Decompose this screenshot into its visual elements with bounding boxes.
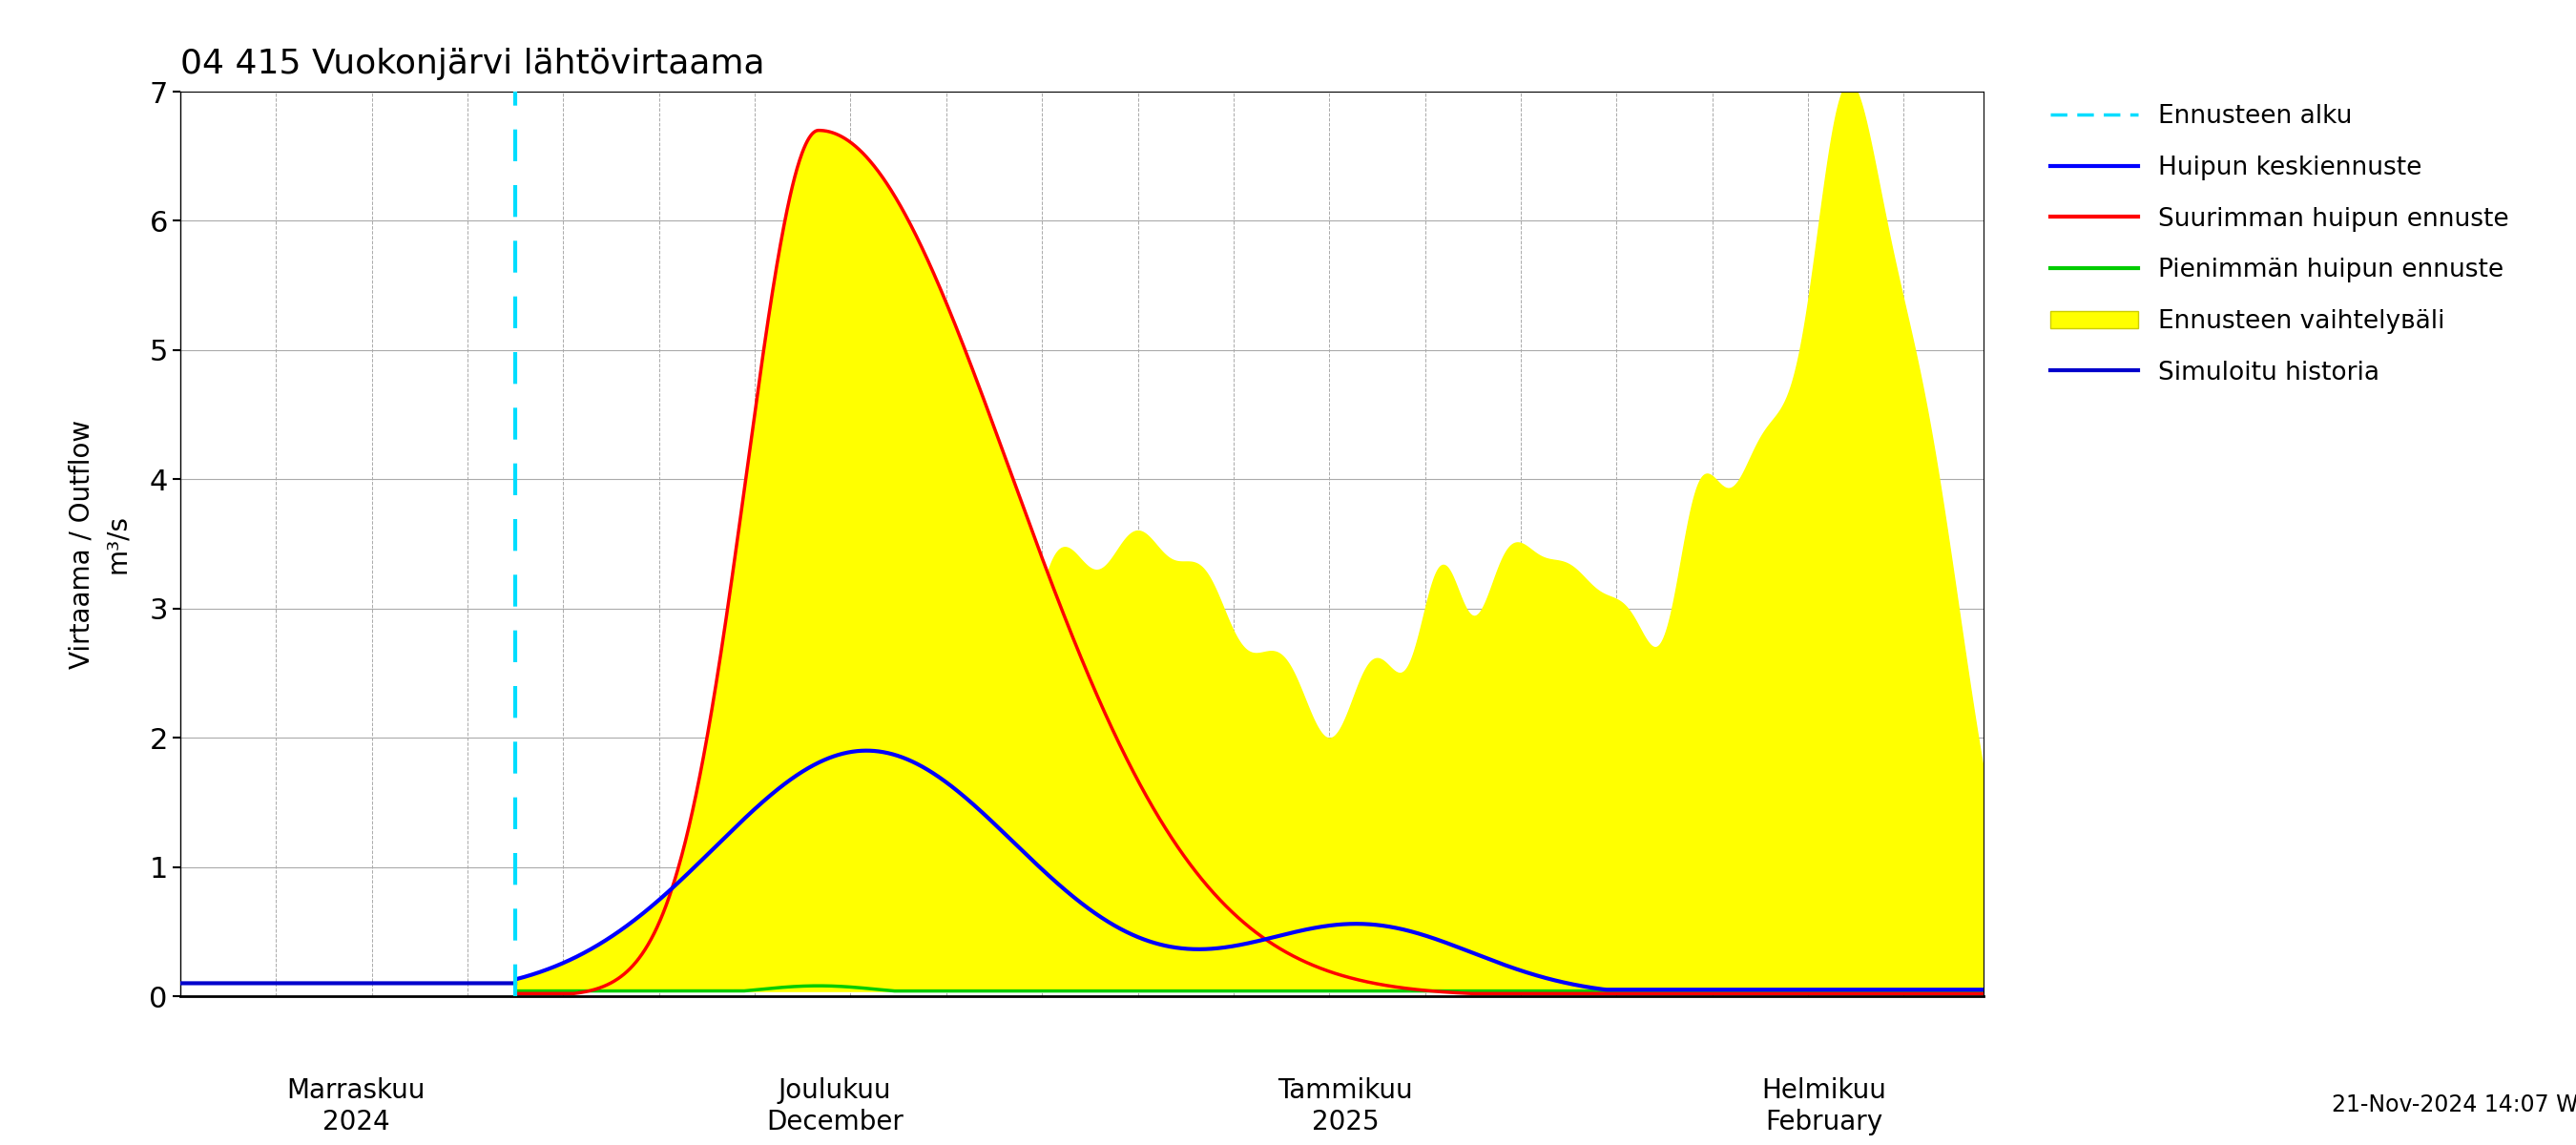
Text: Tammikuu
2025: Tammikuu 2025	[1278, 1077, 1412, 1135]
Legend: Ennusteen alku, Huipun keskiennuste, Suurimman huipun ennuste, Pienimmän huipun : Ennusteen alku, Huipun keskiennuste, Suu…	[2050, 104, 2509, 385]
Text: m³/s: m³/s	[103, 514, 131, 574]
Text: Joulukuu
December: Joulukuu December	[765, 1077, 904, 1135]
Text: Helmikuu
February: Helmikuu February	[1762, 1077, 1886, 1135]
Text: 04 415 Vuokonjärvi lähtövirtaama: 04 415 Vuokonjärvi lähtövirtaama	[180, 47, 765, 80]
Text: 21-Nov-2024 14:07 WSFS-O: 21-Nov-2024 14:07 WSFS-O	[2331, 1093, 2576, 1116]
Text: Marraskuu
2024: Marraskuu 2024	[286, 1077, 425, 1135]
Text: Virtaama / Outflow: Virtaama / Outflow	[67, 419, 95, 669]
